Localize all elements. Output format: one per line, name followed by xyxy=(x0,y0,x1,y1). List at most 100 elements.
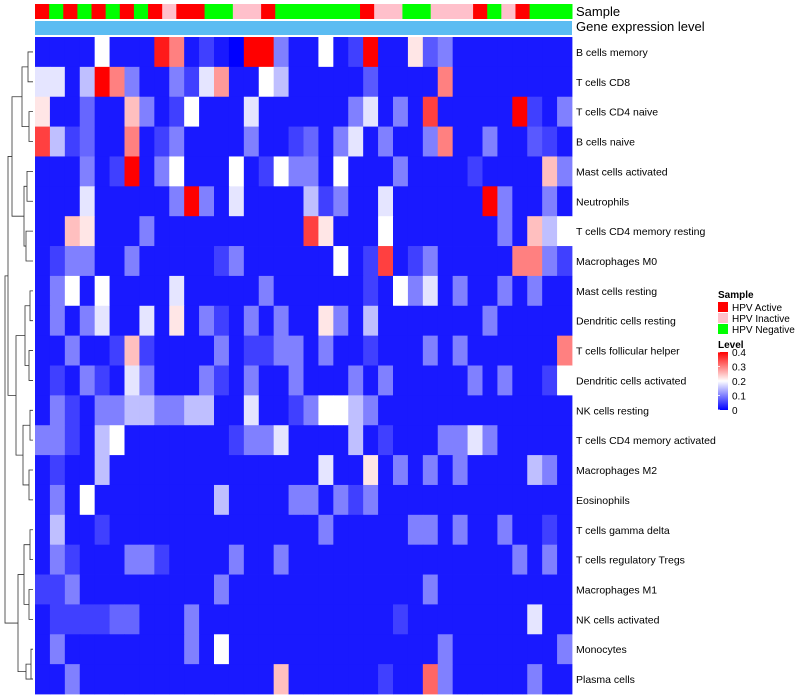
heatmap-cell xyxy=(184,425,200,456)
heatmap-cell xyxy=(407,275,424,307)
heatmap-cell xyxy=(184,574,200,605)
heatmap-cell xyxy=(422,544,439,575)
heatmap-cell xyxy=(64,216,81,247)
heatmap-cell xyxy=(94,604,110,635)
heatmap-cell xyxy=(452,156,468,187)
heatmap-cell xyxy=(348,96,364,127)
heatmap-cell xyxy=(422,634,439,665)
heatmap-cell xyxy=(497,365,513,396)
heatmap-cell xyxy=(482,664,498,695)
heatmap-cell xyxy=(64,574,81,605)
heatmap-cell xyxy=(557,186,573,217)
heatmap-cell xyxy=(214,96,230,127)
heatmap-cell xyxy=(467,156,483,187)
heatmap-cell xyxy=(303,604,319,635)
heatmap-cell xyxy=(169,634,185,665)
heatmap-cell xyxy=(482,455,498,486)
row-labels: B cells memory T cells CD8 T cells CD4 nai… xyxy=(576,47,716,686)
heatmap-cell xyxy=(258,395,275,426)
sample-track-cell xyxy=(444,4,460,19)
heatmap-cell xyxy=(228,156,245,187)
heatmap-cell xyxy=(139,186,155,217)
heatmap-cell xyxy=(243,156,260,187)
heatmap-cell xyxy=(35,365,51,396)
heatmap-cell xyxy=(393,275,409,307)
heatmap-cell xyxy=(154,484,170,516)
heatmap-cell xyxy=(228,66,245,98)
sample-track-cell xyxy=(261,4,276,19)
heatmap-cell xyxy=(318,664,334,695)
heatmap-cell xyxy=(154,455,170,486)
heatmap-cell xyxy=(363,96,379,127)
heatmap-cell xyxy=(273,275,289,307)
heatmap-cell xyxy=(124,484,140,516)
heatmap-cell xyxy=(199,634,215,665)
heatmap-cell xyxy=(422,514,439,546)
heatmap-cell xyxy=(497,126,513,157)
heatmap-cell xyxy=(363,126,379,157)
heatmap-cell xyxy=(64,275,81,307)
heatmap-cell xyxy=(393,604,409,635)
heatmap-cell xyxy=(512,126,528,157)
heatmap-cell xyxy=(393,425,409,456)
sample-track-cell xyxy=(345,4,361,19)
heatmap-cell xyxy=(228,216,245,247)
heatmap-cell xyxy=(35,484,51,516)
heatmap-cell xyxy=(512,425,528,456)
heatmap-cell xyxy=(94,574,110,605)
heatmap-cell xyxy=(557,664,573,695)
heatmap-cell xyxy=(318,216,334,247)
heatmap-cell xyxy=(407,604,424,635)
heatmap-cell xyxy=(288,604,304,635)
heatmap-cell xyxy=(35,604,51,635)
heatmap-cell xyxy=(184,305,200,337)
heatmap-cell xyxy=(407,96,424,127)
heatmap-cell xyxy=(169,604,185,635)
heatmap-cell xyxy=(393,37,409,68)
sample-legend-title: Sample xyxy=(718,290,754,301)
heatmap-cell xyxy=(109,664,125,695)
heatmap-cell xyxy=(407,186,424,217)
heatmap-cell xyxy=(318,156,334,187)
heatmap-cell xyxy=(452,604,468,635)
heatmap-cell xyxy=(228,455,245,486)
heatmap-cell xyxy=(288,544,304,575)
heatmap-cell xyxy=(527,544,543,575)
row-label: Macrophages M1 xyxy=(576,584,657,596)
heatmap-cell xyxy=(333,186,349,217)
heatmap-cell xyxy=(94,66,110,98)
heatmap-cell xyxy=(228,365,245,396)
heatmap-cell xyxy=(348,66,364,98)
heatmap-cell xyxy=(214,275,230,307)
heatmap-cell xyxy=(467,66,483,98)
heatmap-cell xyxy=(542,634,558,665)
heatmap-cell xyxy=(318,425,334,456)
heatmap-cell xyxy=(557,514,573,546)
row-label: Neutrophils xyxy=(576,196,629,208)
heatmap-cell xyxy=(139,634,155,665)
heatmap-cell xyxy=(527,634,543,665)
row-label: Dendritic cells resting xyxy=(576,316,676,328)
heatmap-cell xyxy=(437,335,454,366)
heatmap-cell xyxy=(318,544,334,575)
heatmap-cell xyxy=(199,455,215,486)
heatmap-cell xyxy=(452,37,468,68)
heatmap-cell xyxy=(79,126,96,157)
level-legend-tick-label: 0.2 xyxy=(732,377,746,388)
heatmap-cell xyxy=(49,156,66,187)
heatmap-cell xyxy=(393,246,409,277)
heatmap-cell xyxy=(512,365,528,396)
heatmap-cell xyxy=(452,514,468,546)
heatmap-cell xyxy=(333,395,349,426)
heatmap-cell xyxy=(243,514,260,546)
heatmap-cell xyxy=(422,186,439,217)
heatmap-cell xyxy=(214,246,230,277)
heatmap-cell xyxy=(407,156,424,187)
heatmap-cell xyxy=(109,455,125,486)
heatmap-cell xyxy=(378,246,394,277)
heatmap-cell xyxy=(422,156,439,187)
heatmap-cell xyxy=(288,574,304,605)
heatmap-cell xyxy=(109,186,125,217)
heatmap-cell xyxy=(467,37,483,68)
heatmap-cell xyxy=(393,455,409,486)
